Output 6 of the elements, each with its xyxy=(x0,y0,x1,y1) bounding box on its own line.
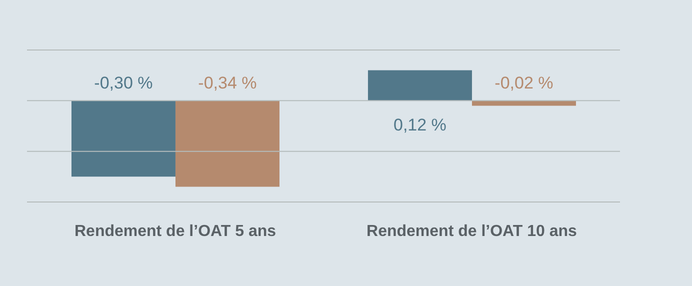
x-tick-label: Rendement de l’OAT 10 ans xyxy=(366,223,578,240)
data-label: 0,12 % xyxy=(394,116,446,135)
data-label: -0,34 % xyxy=(198,74,257,93)
data-label: -0,30 % xyxy=(94,74,153,93)
x-tick-label: Rendement de l’OAT 5 ans xyxy=(74,223,276,240)
data-label: -0,02 % xyxy=(494,74,554,93)
